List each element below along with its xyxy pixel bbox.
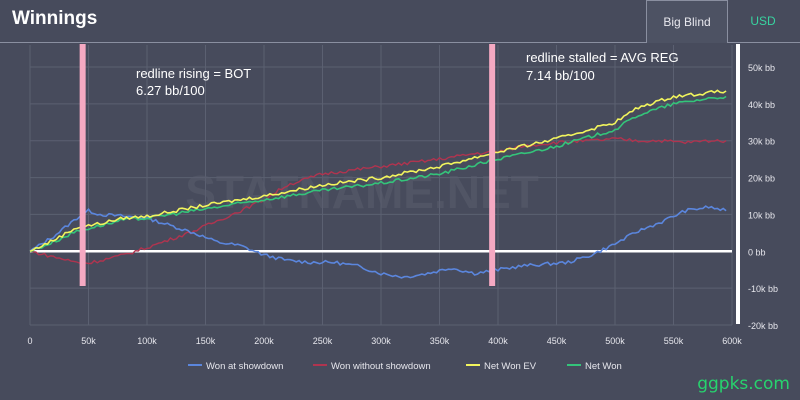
series-line-net-won: [29, 95, 727, 253]
x-tick-label: 300k: [371, 336, 391, 346]
header: Winnings Big Blind USD: [0, 0, 800, 43]
x-tick-label: 600k: [722, 336, 742, 346]
x-tick-label: 450k: [547, 336, 567, 346]
legend-item[interactable]: Net Won: [585, 361, 622, 372]
x-tick-label: 250k: [313, 336, 333, 346]
annotation-right-line2: 7.14 bb/100: [526, 68, 595, 83]
y-tick-label: -20k bb: [748, 321, 778, 331]
series-line-won-without-showdown: [29, 137, 727, 265]
legend: Won at showdown Won without showdown Net W…: [188, 361, 622, 372]
y-tick-label: 10k bb: [748, 210, 775, 220]
annotation-left-line2: 6.27 bb/100: [136, 83, 205, 98]
x-tick-label: 150k: [196, 336, 216, 346]
tab-usd[interactable]: USD: [750, 14, 776, 28]
x-tick-label: 550k: [664, 336, 684, 346]
legend-item[interactable]: Won without showdown: [331, 361, 431, 372]
x-tick-label: 500k: [605, 336, 625, 346]
y-tick-label: 20k bb: [748, 174, 775, 184]
legend-item[interactable]: Won at showdown: [206, 361, 283, 372]
y-axis-ticks: 50k bb 40k bb 30k bb 20k bb 10k bb 0 bb -10k b…: [748, 63, 778, 331]
x-tick-label: 100k: [137, 336, 157, 346]
legend-item[interactable]: Net Won EV: [484, 361, 537, 372]
vertical-markers: [79, 44, 496, 286]
y-tick-label: 50k bb: [748, 63, 775, 73]
page-title: Winnings: [12, 8, 98, 29]
site-credit: ggpks.com: [697, 374, 790, 394]
watermark: STATNAME.NET: [185, 166, 539, 218]
y-tick-label: 40k bb: [748, 100, 775, 110]
series-group: [29, 89, 727, 279]
x-tick-label: 400k: [488, 336, 508, 346]
vertical-marker: [489, 44, 496, 286]
x-tick-label: 350k: [430, 336, 450, 346]
y-tick-label: -10k bb: [748, 284, 778, 294]
annotation-left-line1: redline rising = BOT: [136, 66, 251, 81]
vertical-marker: [79, 44, 86, 286]
tab-big-blind[interactable]: Big Blind: [646, 0, 728, 43]
series-line-net-won-ev: [29, 89, 727, 253]
annotation-right-line1: redline stalled = AVG REG: [526, 50, 679, 65]
x-tick-label: 50k: [81, 336, 96, 346]
x-tick-label: 200k: [254, 336, 274, 346]
y-tick-label: 30k bb: [748, 137, 775, 147]
x-axis-ticks: 0 50k 100k 150k 200k 250k 300k 350k 400k 450k 500k…: [27, 336, 742, 346]
y-tick-label: 0 bb: [748, 247, 766, 257]
x-tick-label: 0: [27, 336, 32, 346]
